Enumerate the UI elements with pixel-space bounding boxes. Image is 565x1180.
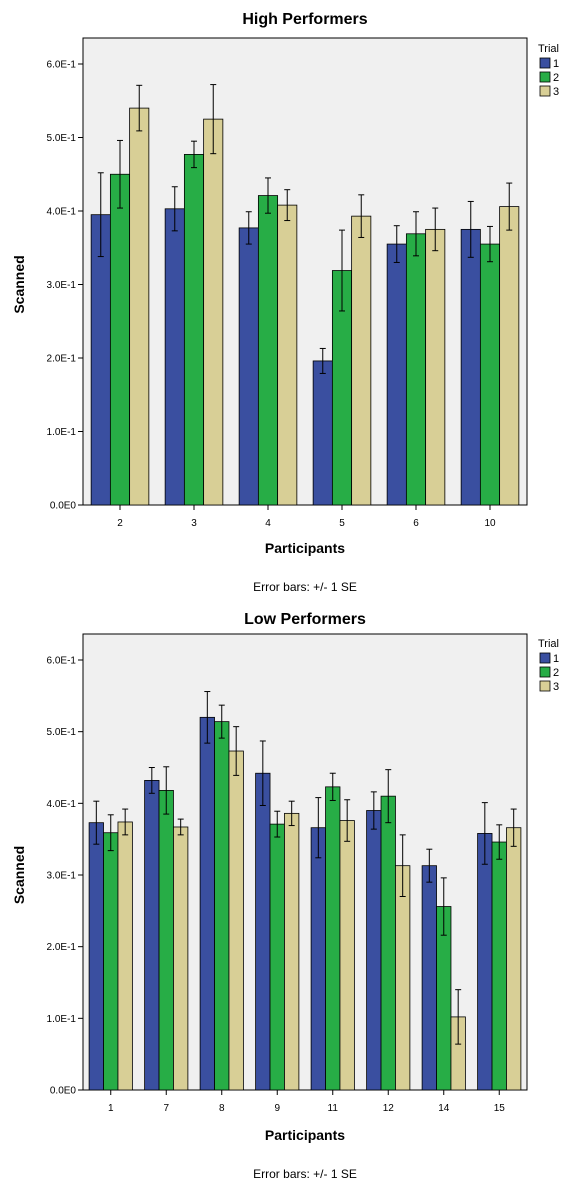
legend-title: Trial (538, 43, 559, 55)
bar-trial-1-participant-7 (144, 780, 160, 1091)
legend-label-trial-2: 2 (553, 667, 559, 679)
x-tick-label: 9 (274, 1103, 280, 1114)
bar-trial-3-participant-8 (228, 750, 244, 1091)
legend-swatch-trial-2 (539, 666, 551, 678)
legend-label-trial-3: 3 (553, 86, 559, 98)
legend-swatch-trial-3 (539, 680, 551, 692)
bar-trial-1-participant-2 (90, 214, 111, 506)
legend-label-trial-3: 3 (553, 681, 559, 693)
y-axis-title: Scanned (11, 255, 27, 313)
bar-trial-1-participant-4 (238, 227, 259, 506)
bar-trial-1-participant-12 (366, 810, 382, 1091)
y-tick-label: 0.0E0 (50, 501, 77, 512)
error-bars-note: Error bars: +/- 1 SE (253, 580, 357, 594)
y-tick-label: 4.0E-1 (47, 207, 77, 218)
high-performers-chart: High Performers 0.0E0 1.0E-1 2.0E-1 3.0E-1 4.… (11, 11, 559, 594)
bar-trial-2-participant-7 (158, 790, 174, 1091)
legend-label-trial-2: 2 (553, 72, 559, 84)
bar-trial-2-participant-4 (257, 195, 279, 506)
x-tick-label: 8 (219, 1103, 225, 1114)
y-tick-label: 6.0E-1 (47, 656, 77, 667)
x-tick-label: 7 (163, 1103, 169, 1114)
bar-trial-2-participant-9 (269, 823, 285, 1091)
legend-swatch-trial-1 (539, 652, 551, 664)
legend-swatch-trial-3 (539, 85, 551, 97)
chart-title: Low Performers (244, 611, 366, 628)
x-axis-title: Participants (265, 540, 345, 556)
bar-trial-2-participant-11 (325, 786, 341, 1091)
y-tick-label: 1.0E-1 (47, 1014, 77, 1025)
bar-trial-1-participant-1 (88, 822, 104, 1091)
bar-trial-3-participant-6 (425, 228, 446, 506)
bar-trial-3-participant-15 (506, 827, 522, 1091)
bar-trial-1-participant-10 (460, 228, 481, 506)
bar-trial-2-participant-10 (479, 243, 501, 506)
legend: Trial 1 2 3 (538, 638, 559, 693)
bar-trial-2-participant-6 (405, 233, 427, 506)
bar-trial-2-participant-8 (214, 721, 230, 1091)
bar-trial-3-participant-12 (395, 865, 411, 1091)
bar-trial-2-participant-1 (103, 832, 119, 1091)
bar-trial-1-participant-3 (164, 208, 185, 506)
y-axis-title: Scanned (11, 846, 27, 904)
x-axis-title: Participants (265, 1127, 345, 1143)
legend-swatch-trial-1 (539, 57, 551, 69)
x-tick-label: 1 (108, 1103, 114, 1114)
y-tick-label: 1.0E-1 (47, 427, 77, 438)
y-tick-label: 0.0E0 (50, 1086, 77, 1097)
bar-trial-3-participant-2 (129, 107, 150, 506)
x-tick-label: 6 (413, 518, 419, 529)
y-tick-label: 5.0E-1 (47, 727, 77, 738)
legend-label-trial-1: 1 (553, 653, 559, 665)
y-tick-label: 3.0E-1 (47, 871, 77, 882)
y-tick-label: 2.0E-1 (47, 942, 77, 953)
x-tick-label: 10 (484, 518, 496, 529)
y-tick-label: 3.0E-1 (47, 280, 77, 291)
plot-area (82, 37, 528, 506)
bar-trial-3-participant-4 (277, 204, 298, 506)
bar-trial-2-participant-12 (380, 795, 396, 1091)
bar-trial-1-participant-8 (199, 716, 215, 1091)
x-tick-label: 4 (265, 518, 271, 529)
x-tick-label: 5 (339, 518, 345, 529)
x-tick-label: 15 (494, 1103, 506, 1114)
error-bars-note: Error bars: +/- 1 SE (253, 1167, 357, 1180)
bar-trial-1-participant-11 (310, 827, 326, 1091)
bar-trial-2-participant-15 (491, 841, 507, 1091)
y-tick-label: 6.0E-1 (47, 60, 77, 71)
bar-trial-3-participant-11 (339, 820, 355, 1091)
bar-trial-1-participant-9 (255, 772, 271, 1091)
legend: Trial 1 2 3 (538, 43, 559, 98)
y-tick-label: 2.0E-1 (47, 354, 77, 365)
x-tick-label: 2 (117, 518, 123, 529)
bar-trial-3-participant-7 (173, 826, 189, 1091)
bar-trial-2-participant-3 (183, 154, 205, 506)
x-tick-label: 14 (438, 1103, 450, 1114)
bar-trial-3-participant-9 (284, 812, 300, 1091)
bar-trial-2-participant-2 (109, 173, 131, 506)
bar-trial-3-participant-5 (351, 215, 372, 506)
bar-trial-3-participant-1 (117, 821, 133, 1091)
bar-trial-3-participant-3 (203, 118, 224, 506)
chart-title: High Performers (242, 11, 367, 28)
y-tick-label: 5.0E-1 (47, 133, 77, 144)
bar-trial-3-participant-10 (499, 206, 520, 506)
bar-trial-1-participant-15 (477, 833, 493, 1091)
legend-title: Trial (538, 638, 559, 650)
bar-trial-1-participant-14 (421, 865, 437, 1091)
y-tick-label: 4.0E-1 (47, 799, 77, 810)
bar-trial-1-participant-6 (386, 243, 407, 506)
low-performers-chart: Low Performers 0.0E0 1.0E-1 2.0E-1 3.0E-1 4.0… (11, 611, 559, 1180)
legend-swatch-trial-2 (539, 71, 551, 83)
x-tick-label: 12 (383, 1103, 395, 1114)
legend-label-trial-1: 1 (553, 58, 559, 70)
x-tick-label: 11 (328, 1103, 339, 1114)
x-tick-label: 3 (191, 518, 197, 529)
bar-trial-1-participant-5 (312, 360, 333, 506)
